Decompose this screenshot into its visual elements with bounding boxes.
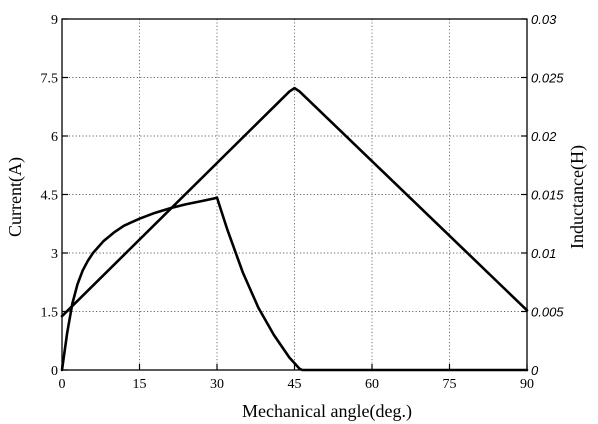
x-tick-label: 30 — [210, 377, 224, 392]
series-group — [60, 86, 529, 372]
y-tick-label-left: 1.5 — [41, 306, 59, 321]
y-axis-title-left: Current(A) — [5, 157, 26, 237]
grid — [62, 19, 527, 370]
y-tick-label-left: 7.5 — [41, 72, 59, 87]
y-tick-label-right: 0.015 — [531, 188, 564, 203]
inductance-series-line — [60, 86, 529, 318]
y-tick-label-left: 0 — [51, 364, 58, 379]
y-tick-label-right: 0.005 — [531, 305, 564, 320]
x-axis-title: Mechanical angle(deg.) — [242, 401, 412, 422]
y-tick-label-left: 9 — [51, 13, 58, 28]
y-tick-label-left: 4.5 — [41, 189, 59, 204]
y-tick-label-left: 3 — [51, 247, 58, 262]
y-tick-label-right: 0.02 — [531, 129, 557, 144]
x-tick-label: 0 — [59, 377, 66, 392]
x-tick-label: 45 — [288, 377, 302, 392]
y-tick-label-right: 0.01 — [531, 246, 556, 261]
y-axis-title-right: Inductance(H) — [567, 145, 588, 249]
x-tick-label: 90 — [520, 377, 534, 392]
y-tick-label-left: 6 — [51, 130, 58, 145]
y-tick-label-right: 0.03 — [531, 12, 557, 27]
y-tick-label-right: 0 — [531, 363, 539, 378]
axis-ticks — [61, 18, 528, 371]
x-tick-label: 75 — [443, 377, 457, 392]
y-tick-label-right: 0.025 — [531, 71, 564, 86]
x-tick-label: 60 — [365, 377, 379, 392]
tick-labels: 0 15 30 45 60 75 9001.534.567.5900.0050.010.01… — [41, 12, 565, 392]
x-tick-label: 15 — [133, 377, 147, 392]
